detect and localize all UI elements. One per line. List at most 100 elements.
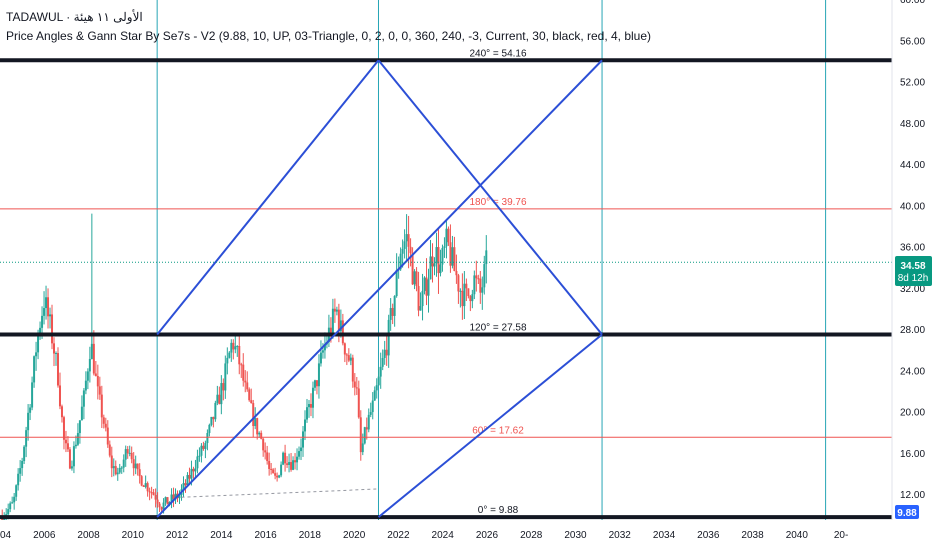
candle-body-30 <box>60 406 63 418</box>
candle-body-35 <box>70 466 73 469</box>
candle-body-173 <box>345 354 348 356</box>
candle-body-180 <box>359 417 362 453</box>
candle-body-144 <box>288 462 291 465</box>
candle-body-25 <box>51 314 54 344</box>
x-tick-12: 2028 <box>520 530 543 541</box>
candle-body-190 <box>379 366 382 377</box>
candle-body-18 <box>37 332 40 353</box>
candle-body-65 <box>130 452 133 460</box>
candle-body-105 <box>210 416 213 425</box>
candle-body-206 <box>411 253 414 285</box>
candle-body-73 <box>146 483 149 492</box>
candle-body-114 <box>228 352 231 358</box>
candle-body-77 <box>154 494 157 500</box>
candle-body-102 <box>204 443 207 449</box>
angle-line-1 <box>156 59 380 336</box>
candle-body-192 <box>383 349 386 358</box>
y-tick-4: 28.00 <box>900 325 925 336</box>
candle-body-188 <box>375 385 378 391</box>
candle-body-34 <box>68 449 71 469</box>
candle-body-3 <box>7 509 10 515</box>
candle-body-106 <box>212 416 215 420</box>
x-tick-2: 2008 <box>77 530 100 541</box>
candle-body-66 <box>132 459 135 469</box>
angle-line-2 <box>377 59 603 336</box>
candle-body-11 <box>23 446 26 461</box>
candle-body-80 <box>160 507 163 510</box>
candle-body-235 <box>469 296 472 302</box>
candle-body-175 <box>349 357 352 361</box>
level-label-0: 240° = 54.16 <box>469 48 527 59</box>
candle-body-237 <box>473 275 476 295</box>
candle-body-178 <box>355 387 358 389</box>
candle-body-230 <box>459 290 462 292</box>
candle-body-160 <box>319 352 322 364</box>
candle-body-33 <box>66 443 69 450</box>
candle-body-14 <box>29 407 32 413</box>
x-axis-ticks: 2004 2006 2008 2010 2012 2014 2016 2018 2020 2022… <box>0 530 848 541</box>
candle-body-221 <box>441 247 444 265</box>
candle-body-52 <box>104 423 107 428</box>
base-value-badge-value: 9.88 <box>897 508 917 519</box>
candle-body-129 <box>258 432 261 435</box>
candle-body-112 <box>224 363 227 391</box>
candle-body-51 <box>102 417 105 424</box>
x-tick-19: 20- <box>834 530 848 541</box>
gann-angle-lines <box>156 59 603 518</box>
candle-body-28 <box>56 353 59 386</box>
candle-body-181 <box>361 443 364 453</box>
candle-body-61 <box>122 459 125 468</box>
candle-body-10 <box>21 460 24 469</box>
time-axis[interactable] <box>0 520 932 550</box>
candle-body-172 <box>343 343 346 355</box>
candle-body-138 <box>276 475 279 478</box>
candle-body-149 <box>298 451 301 457</box>
candle-body-150 <box>300 447 303 452</box>
candle-body-16 <box>33 356 36 383</box>
candle-body-67 <box>134 463 137 469</box>
candle-body-214 <box>427 279 430 296</box>
candle-body-7 <box>15 485 18 497</box>
candle-body-49 <box>98 386 101 395</box>
candle-body-19 <box>39 327 42 333</box>
candle-body-24 <box>49 314 52 317</box>
candle-body-122 <box>244 380 247 383</box>
angle-line-0 <box>156 59 603 518</box>
candle-body-184 <box>367 414 370 430</box>
candle-body-207 <box>413 271 416 285</box>
candle-body-226 <box>451 247 454 266</box>
symbol-title[interactable]: TADAWUL · الأولى ١١ هيئة <box>6 10 143 24</box>
candles <box>1 213 488 528</box>
candle-body-96 <box>192 468 195 472</box>
candle-body-75 <box>150 492 153 494</box>
candle-body-167 <box>333 308 336 312</box>
candle-body-140 <box>280 464 283 476</box>
candle-body-166 <box>331 308 334 334</box>
candle-body-194 <box>387 319 390 356</box>
indicator-legend[interactable]: Price Angles & Gann Star By Se7s - V2 (9… <box>6 29 652 43</box>
x-tick-13: 2030 <box>564 530 587 541</box>
candle-body-22 <box>45 297 48 309</box>
candle-body-185 <box>369 412 372 415</box>
candle-body-193 <box>385 349 388 356</box>
candle-body-31 <box>62 417 65 440</box>
candle-body-72 <box>144 483 147 487</box>
candle-body-86 <box>172 494 175 500</box>
dashed-line <box>181 488 377 498</box>
candle-body-210 <box>419 306 422 311</box>
candle-body-123 <box>246 382 249 390</box>
candle-body-198 <box>395 269 398 297</box>
x-tick-0: 2004 <box>0 530 12 541</box>
candle-body-225 <box>449 242 452 266</box>
candle-body-87 <box>174 493 177 500</box>
candle-body-132 <box>264 450 267 453</box>
y-tick-5: 32.00 <box>900 284 925 295</box>
x-tick-16: 2036 <box>697 530 720 541</box>
y-tick-0: 12.00 <box>900 490 925 501</box>
candle-body-222 <box>443 246 446 248</box>
candle-body-196 <box>391 308 394 316</box>
candle-body-168 <box>335 309 338 312</box>
candle-body-209 <box>417 286 420 311</box>
candle-body-165 <box>329 327 332 334</box>
candle-body-48 <box>96 375 99 387</box>
